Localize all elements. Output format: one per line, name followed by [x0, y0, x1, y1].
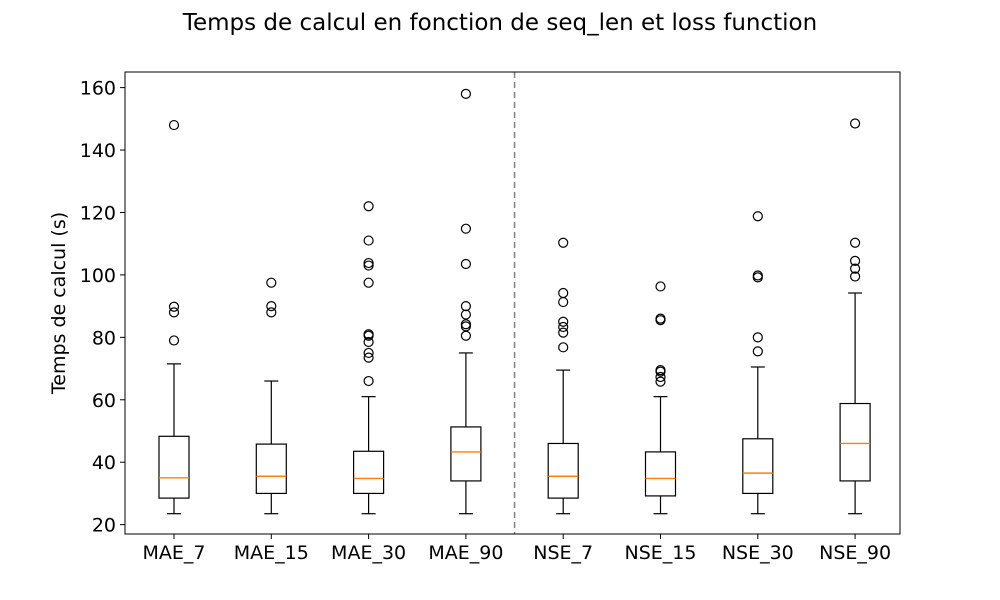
x-tick-label: NSE_90 [819, 542, 891, 564]
outlier-point [460, 330, 471, 341]
outlier-point [363, 260, 374, 271]
outlier-point [266, 301, 277, 312]
box-iqr [742, 438, 774, 495]
y-axis-label: Temps de calcul (s) [48, 212, 70, 395]
outlier-point [655, 371, 666, 383]
outlier-point [752, 346, 763, 357]
box-iqr [158, 435, 190, 499]
outlier-point [558, 321, 569, 333]
y-tick-label: 100 [80, 265, 116, 287]
outlier-point [168, 301, 180, 312]
outlier-point [363, 336, 374, 348]
outlier-point [849, 118, 861, 129]
x-tick-label: NSE_30 [722, 542, 794, 564]
outlier-point [363, 352, 374, 363]
x-tick-label: MAE_15 [234, 542, 309, 564]
outlier-point [363, 329, 374, 340]
outlier-point [460, 301, 471, 312]
outlier-point [849, 271, 861, 282]
box-iqr [255, 443, 287, 495]
outlier-point [849, 237, 861, 248]
y-tick-label: 80 [92, 327, 116, 349]
chart-title: Temps de calcul en fonction de seq_len e… [182, 10, 817, 36]
outlier-point [558, 327, 569, 338]
outlier-point [460, 319, 471, 330]
x-tick-label: MAE_7 [143, 542, 206, 564]
outlier-point [655, 281, 666, 292]
plot-area: 20 40 60 80 100 120 140 160 MAE_7 MAE_15 MAE_30 MAE… [80, 72, 891, 564]
box-iqr [353, 450, 385, 495]
outlier-point [168, 335, 180, 346]
outlier-point [460, 258, 471, 270]
x-tick-label: MAE_90 [428, 542, 503, 564]
outlier-point [460, 309, 471, 320]
outlier-point [363, 235, 374, 246]
outlier-point [558, 287, 569, 299]
outlier-point [168, 119, 180, 131]
outlier-point [266, 277, 277, 288]
outlier-point [266, 307, 277, 318]
outlier-point [655, 365, 666, 376]
outlier-point [363, 277, 374, 288]
outlier-point [558, 342, 569, 353]
outlier-point [752, 270, 763, 281]
y-tick-label: 120 [80, 202, 116, 224]
box-iqr [450, 426, 482, 482]
box-iqr [547, 442, 579, 499]
plot-frame [124, 71, 901, 535]
outlier-point [558, 296, 569, 308]
outlier-point [849, 263, 861, 274]
outlier-point [363, 201, 374, 212]
y-tick-label: 40 [92, 452, 116, 474]
y-tick-label: 160 [80, 78, 116, 100]
outlier-point [752, 332, 763, 343]
x-tick-label: MAE_30 [331, 542, 406, 564]
x-tick-label: NSE_7 [533, 542, 593, 564]
outlier-point [460, 88, 471, 99]
outlier-point [363, 257, 374, 269]
outlier-point [849, 255, 861, 266]
y-tick-label: 140 [80, 140, 116, 162]
outlier-point [460, 321, 471, 332]
outlier-point [655, 376, 666, 387]
outlier-point [363, 347, 374, 359]
outlier-point [558, 237, 569, 248]
box-iqr [644, 451, 677, 497]
outlier-point [655, 313, 666, 324]
outlier-point [363, 375, 374, 387]
y-tick-label: 60 [92, 390, 116, 412]
outlier-point [460, 223, 471, 234]
x-tick-label: NSE_15 [625, 542, 697, 564]
outlier-point [168, 307, 180, 318]
outlier-point [752, 211, 763, 222]
outlier-point [558, 316, 569, 327]
box-iqr [839, 402, 871, 482]
y-tick-label: 20 [92, 515, 116, 537]
